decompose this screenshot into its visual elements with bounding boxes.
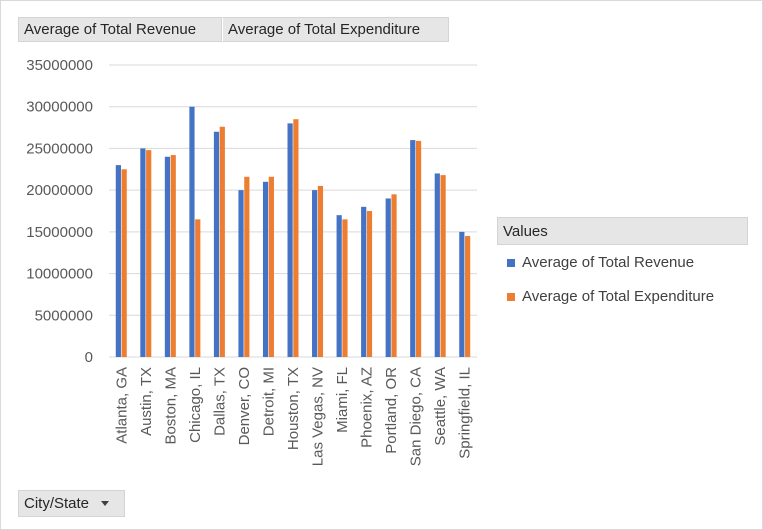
bar-expenditure[interactable] <box>268 176 274 357</box>
bar-expenditure[interactable] <box>317 185 324 357</box>
legend-header-label: Values <box>503 222 548 240</box>
field-button-label: Average of Total Expenditure <box>228 21 421 38</box>
y-axis-tick-labels: 0 5000000 10000000 15000000 20000000 25000000… <box>26 57 93 366</box>
bar-revenue[interactable] <box>287 123 293 358</box>
bar-expenditure[interactable] <box>342 219 348 357</box>
bar-expenditure[interactable] <box>293 119 299 357</box>
field-button-label: Average of Total Revenue <box>24 21 197 38</box>
legend-label-revenue: Average of Total Revenue <box>522 254 695 271</box>
x-tick-label: Portland, OR <box>383 367 400 454</box>
bar-expenditure[interactable] <box>391 194 397 357</box>
y-tick-label: 5000000 <box>35 307 93 324</box>
bar-revenue[interactable] <box>115 165 121 357</box>
bar-expenditure[interactable] <box>440 175 446 357</box>
bar-revenue[interactable] <box>385 198 391 357</box>
gridlines <box>109 64 477 358</box>
bar-revenue[interactable] <box>312 190 318 357</box>
x-tick-label: Austin, TX <box>138 367 155 436</box>
x-tick-label: San Diego, CA <box>408 367 425 466</box>
bar-revenue[interactable] <box>238 190 244 357</box>
x-tick-label: Springfield, IL <box>457 367 474 459</box>
x-tick-label: Dallas, TX <box>211 367 228 436</box>
field-button-average-total-revenue[interactable]: Average of Total Revenue <box>18 17 222 42</box>
y-tick-label: 0 <box>85 349 93 366</box>
bar-expenditure[interactable] <box>219 126 225 357</box>
bar-revenue[interactable] <box>189 106 195 357</box>
y-tick-label: 30000000 <box>26 99 93 116</box>
y-tick-label: 10000000 <box>26 266 93 283</box>
bar-expenditure[interactable] <box>170 155 176 357</box>
field-button-average-total-expenditure[interactable]: Average of Total Expenditure <box>222 17 449 42</box>
bars <box>115 106 471 358</box>
legend-header[interactable]: Values <box>497 217 748 245</box>
y-tick-label: 20000000 <box>26 182 93 199</box>
x-tick-label: Boston, MA <box>162 367 179 445</box>
x-tick-label: Detroit, MI <box>260 367 277 436</box>
x-tick-label: Denver, CO <box>236 367 253 445</box>
chevron-down-icon[interactable] <box>101 501 110 506</box>
bar-revenue[interactable] <box>164 156 171 357</box>
x-tick-label: Seattle, WA <box>432 367 449 446</box>
field-button-city-state[interactable]: City/State <box>18 490 125 517</box>
legend-item-expenditure: Average of Total Expenditure <box>507 288 714 305</box>
y-tick-label: 35000000 <box>26 57 93 74</box>
bar-expenditure[interactable] <box>244 176 250 357</box>
bar-expenditure[interactable] <box>121 169 127 357</box>
legend-label-expenditure: Average of Total Expenditure <box>522 288 715 305</box>
bar-revenue[interactable] <box>213 131 220 357</box>
y-tick-label: 25000000 <box>26 140 93 157</box>
x-tick-label: Houston, TX <box>285 367 302 450</box>
bar-revenue[interactable] <box>262 181 269 357</box>
field-button-label: City/State <box>24 495 90 512</box>
bar-expenditure[interactable] <box>465 236 471 357</box>
legend-item-revenue: Average of Total Revenue <box>507 254 694 271</box>
bar-revenue[interactable] <box>459 231 465 357</box>
bar-expenditure[interactable] <box>366 211 373 357</box>
x-tick-label: Miami, FL <box>334 367 351 433</box>
x-tick-label: Phoenix, AZ <box>359 367 376 448</box>
x-tick-label: Las Vegas, NV <box>310 367 327 466</box>
x-tick-label: Atlanta, GA <box>113 367 130 444</box>
bar-revenue[interactable] <box>140 148 146 357</box>
bar-revenue[interactable] <box>361 206 367 357</box>
bar-expenditure[interactable] <box>415 140 422 357</box>
x-tick-label: Chicago, IL <box>187 367 204 443</box>
legend-swatch-expenditure <box>507 292 515 301</box>
bar-expenditure[interactable] <box>195 219 201 357</box>
bar-revenue[interactable] <box>336 215 342 357</box>
y-tick-label: 15000000 <box>26 224 93 241</box>
bar-revenue[interactable] <box>410 140 416 357</box>
bar-expenditure[interactable] <box>146 150 152 357</box>
legend-swatch-revenue <box>507 258 515 267</box>
x-axis-tick-labels: Atlanta, GA Austin, TX Boston, MA Chicago, … <box>113 367 473 466</box>
bar-revenue[interactable] <box>434 173 440 357</box>
